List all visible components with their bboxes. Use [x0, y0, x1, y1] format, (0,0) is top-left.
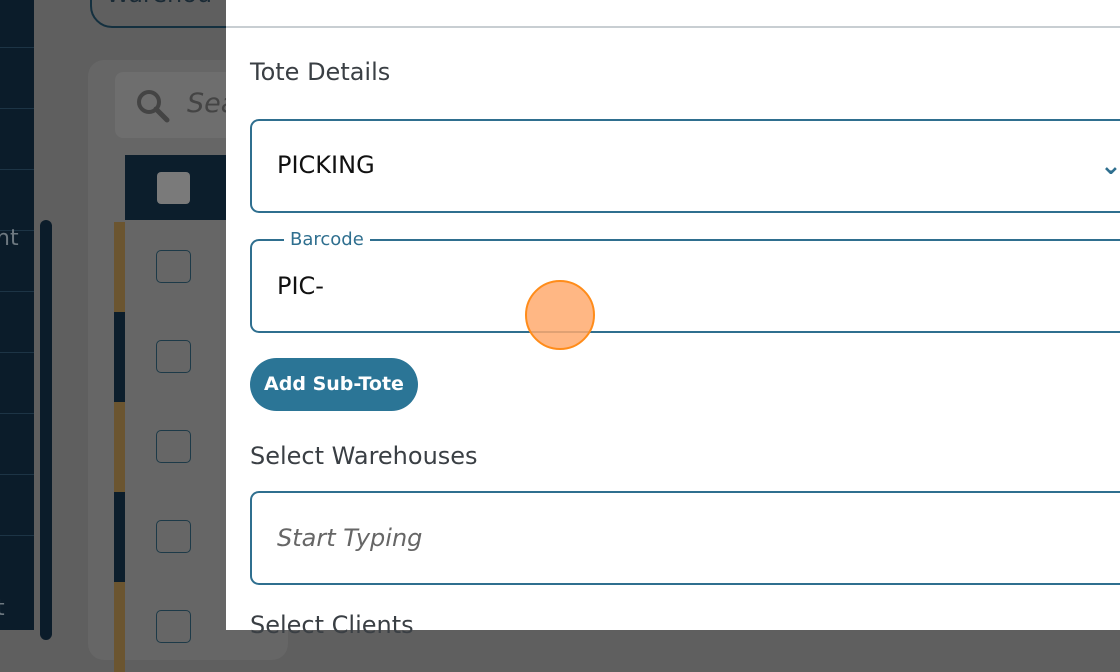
barcode-label: Barcode [284, 229, 370, 250]
sidebar-item[interactable] [0, 291, 34, 292]
section-title: Tote Details [250, 58, 391, 86]
row-checkbox[interactable] [156, 430, 191, 463]
warehouse-button-label: Warehou [106, 0, 212, 8]
divider [226, 26, 1120, 28]
barcode-field[interactable]: Barcode PIC- [250, 229, 1120, 333]
chevron-down-icon: ⌄ [1100, 151, 1120, 181]
sidebar-label: t [0, 596, 5, 621]
clients-label: Select Clients [250, 611, 414, 639]
search-icon [137, 90, 170, 123]
row-checkbox[interactable] [156, 610, 191, 643]
barcode-value: PIC- [277, 272, 324, 300]
row-checkbox[interactable] [156, 250, 191, 283]
row-status-stripe [114, 492, 125, 582]
tote-type-select[interactable]: PICKING ⌄ [250, 119, 1120, 213]
warehouses-placeholder: Start Typing [277, 524, 423, 552]
warehouses-label: Select Warehouses [250, 442, 478, 470]
row-status-stripe [114, 402, 125, 492]
add-sub-tote-button[interactable]: Add Sub-Tote [250, 358, 418, 411]
sidebar-item[interactable] [0, 169, 34, 170]
sidebar-item[interactable] [0, 352, 34, 353]
row-checkbox[interactable] [156, 520, 191, 553]
tote-modal: Tote Details PICKING ⌄ Barcode PIC- Add … [226, 0, 1120, 639]
sidebar-item[interactable] [0, 474, 34, 475]
click-indicator [525, 280, 595, 350]
sidebar-item[interactable] [0, 47, 34, 48]
tote-type-value: PICKING [277, 151, 375, 179]
warehouses-input[interactable]: Start Typing [250, 491, 1120, 585]
select-all-checkbox[interactable] [157, 172, 190, 204]
row-status-stripe [114, 312, 125, 402]
sidebar: nt t [0, 0, 34, 630]
row-status-stripe [114, 222, 125, 312]
sidebar-item[interactable] [0, 413, 34, 414]
row-checkbox[interactable] [156, 340, 191, 373]
sidebar-item[interactable] [0, 108, 34, 109]
sidebar-item[interactable] [0, 230, 34, 231]
scrollbar[interactable] [40, 220, 52, 640]
row-status-stripe [114, 582, 125, 672]
sidebar-item[interactable] [0, 535, 34, 536]
sidebar-label: nt [0, 226, 19, 251]
